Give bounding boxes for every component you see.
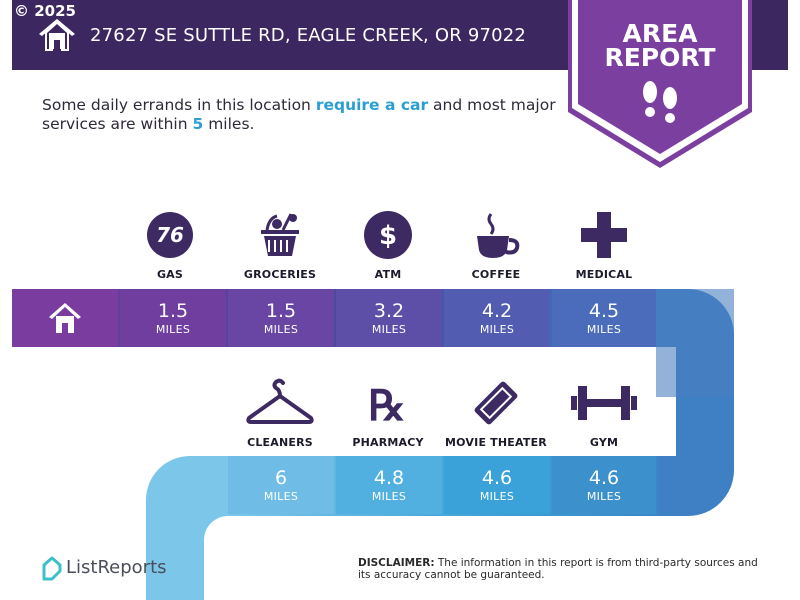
category-medical: MEDICAL bbox=[550, 210, 658, 281]
home-cell bbox=[12, 289, 118, 347]
gas-distance: 1.5 MILES bbox=[120, 289, 226, 347]
brand-name: ListReports bbox=[66, 557, 167, 578]
pharmacy-value: 4.8 bbox=[373, 467, 405, 489]
copyright: © 2025 bbox=[14, 2, 76, 20]
cleaners-unit: MILES bbox=[263, 490, 299, 503]
coffee-unit: MILES bbox=[479, 323, 515, 336]
gas-unit: MILES bbox=[155, 323, 191, 336]
coffee-value: 4.2 bbox=[481, 300, 513, 322]
svg-text:℞: ℞ bbox=[368, 381, 406, 428]
disclaimer-text: The information in this report is from t… bbox=[358, 557, 758, 581]
cleaners-label: CLEANERS bbox=[247, 436, 313, 449]
groceries-value: 1.5 bbox=[265, 300, 297, 322]
svg-text:$: $ bbox=[379, 221, 397, 251]
disclaimer: DISCLAIMER: The information in this repo… bbox=[358, 557, 768, 581]
gas-value: 1.5 bbox=[157, 300, 189, 322]
rx-icon: ℞ bbox=[368, 381, 406, 428]
movie-theater-unit: MILES bbox=[479, 490, 515, 503]
badge-line1: AREA bbox=[622, 19, 698, 48]
coffee-cup-icon bbox=[477, 213, 520, 258]
house-icon bbox=[39, 19, 75, 51]
badge-title: AREA REPORT bbox=[568, 19, 752, 72]
atm-label: ATM bbox=[374, 268, 402, 281]
dollar-icon: $ bbox=[364, 211, 412, 259]
intro-highlight-miles: 5 bbox=[192, 115, 204, 133]
movie-theater-distance: 4.6 MILES bbox=[444, 456, 550, 514]
intro-part1: Some daily errands in this location bbox=[42, 96, 316, 114]
category-groceries: GROCERIES bbox=[226, 210, 334, 281]
pharmacy-label: PHARMACY bbox=[352, 436, 424, 449]
svg-text:76: 76 bbox=[156, 223, 184, 247]
gas-76-icon: 76 bbox=[147, 212, 193, 258]
gym-value: 4.6 bbox=[588, 467, 620, 489]
movie-theater-value: 4.6 bbox=[481, 467, 513, 489]
atm-unit: MILES bbox=[371, 323, 407, 336]
coffee-label: COFFEE bbox=[471, 268, 521, 281]
intro-text: Some daily errands in this location requ… bbox=[42, 96, 562, 134]
gym-distance: 4.6 MILES bbox=[552, 456, 656, 514]
groceries-label: GROCERIES bbox=[243, 268, 317, 281]
grocery-basket-icon bbox=[261, 213, 299, 256]
atm-distance: 3.2 MILES bbox=[336, 289, 442, 347]
pharmacy-unit: MILES bbox=[371, 490, 407, 503]
intro-highlight-car: require a car bbox=[315, 96, 429, 114]
area-report-badge bbox=[568, 0, 752, 168]
medical-cross-icon bbox=[581, 212, 627, 258]
intro-part2: and most major services are within bbox=[42, 96, 556, 133]
medical-value: 4.5 bbox=[588, 300, 620, 322]
listreports-logo-icon bbox=[42, 556, 62, 581]
coffee-distance: 4.2 MILES bbox=[444, 289, 550, 347]
gym-label: GYM bbox=[589, 436, 619, 449]
groceries-unit: MILES bbox=[263, 323, 299, 336]
atm-value: 3.2 bbox=[373, 300, 405, 322]
category-pharmacy: ℞ PHARMACY bbox=[334, 378, 442, 449]
category-coffee: COFFEE bbox=[442, 210, 550, 281]
movie-theater-label: MOVIE THEATER bbox=[445, 436, 547, 449]
category-gym: GYM bbox=[550, 378, 658, 449]
badge-line2: REPORT bbox=[604, 43, 716, 72]
pharmacy-distance: 4.8 MILES bbox=[336, 456, 442, 514]
medical-unit: MILES bbox=[586, 323, 622, 336]
cleaners-distance: 6 MILES bbox=[228, 456, 334, 514]
gas-label: GAS bbox=[156, 268, 184, 281]
hanger-icon bbox=[246, 378, 314, 424]
groceries-distance: 1.5 MILES bbox=[228, 289, 334, 347]
property-address: 27627 SE SUTTLE RD, EAGLE CREEK, OR 9702… bbox=[90, 25, 527, 46]
home-icon bbox=[49, 303, 81, 333]
disclaimer-label: DISCLAIMER: bbox=[358, 557, 435, 569]
category-movie-theater: MOVIE THEATER bbox=[442, 378, 550, 449]
ticket-icon bbox=[474, 381, 518, 425]
dumbbell-icon bbox=[571, 386, 637, 420]
gym-unit: MILES bbox=[586, 490, 622, 503]
cleaners-value: 6 bbox=[274, 467, 288, 489]
footprints-icon bbox=[643, 81, 677, 123]
intro-part3: miles. bbox=[203, 115, 255, 133]
category-atm: $ ATM bbox=[334, 210, 442, 281]
category-cleaners: CLEANERS bbox=[226, 378, 334, 449]
medical-distance: 4.5 MILES bbox=[552, 289, 656, 347]
medical-label: MEDICAL bbox=[575, 268, 633, 281]
category-gas: 76 GAS bbox=[116, 210, 224, 281]
